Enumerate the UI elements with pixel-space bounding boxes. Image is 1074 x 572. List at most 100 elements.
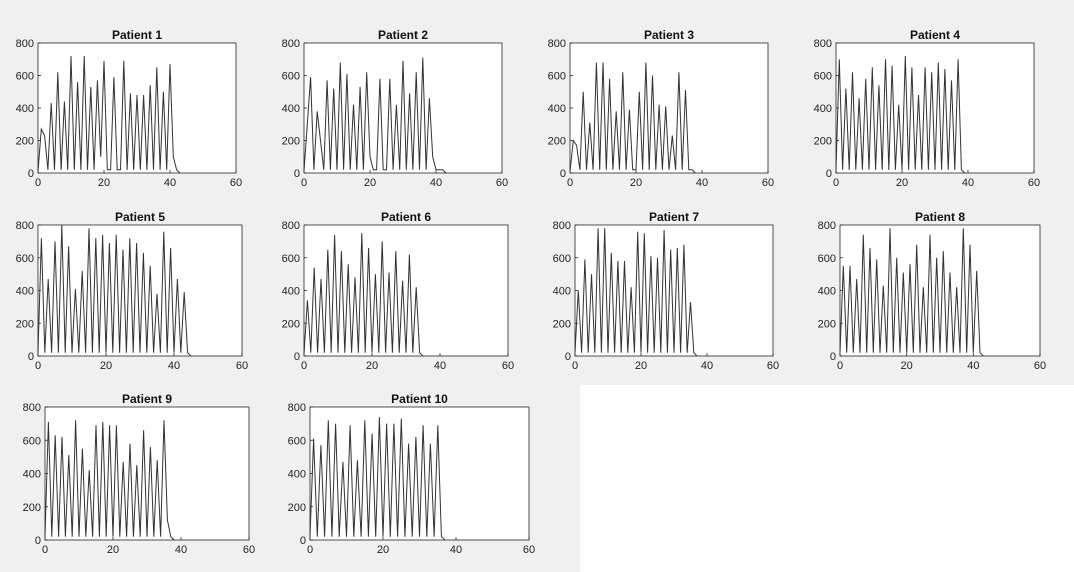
plot-area (835, 42, 1035, 174)
subplot-title: Patient 1 (112, 28, 162, 42)
series-line (309, 416, 446, 541)
x-tick-label: 20 (635, 360, 647, 372)
y-tick-label: 0 (826, 168, 832, 180)
y-tick-label: 400 (814, 103, 832, 115)
y-tick-label: 600 (818, 253, 836, 265)
y-tick-label: 600 (282, 71, 300, 83)
y-tick-label: 200 (288, 502, 306, 514)
x-tick-label: 60 (496, 177, 508, 189)
x-tick-label: 60 (762, 177, 774, 189)
x-tick-label: 60 (1028, 177, 1040, 189)
y-tick-label: 400 (16, 286, 34, 298)
plot-area (309, 406, 530, 541)
y-tick-label: 200 (16, 318, 34, 330)
y-tick-label: 600 (814, 71, 832, 83)
x-tick-label: 60 (236, 360, 248, 372)
y-tick-label: 800 (282, 38, 300, 50)
y-tick-label: 200 (16, 136, 34, 148)
y-tick-label: 400 (282, 103, 300, 115)
x-tick-label: 40 (168, 360, 180, 372)
subplot-title: Patient 3 (644, 28, 694, 42)
x-tick-label: 0 (307, 544, 313, 556)
plot-area (569, 42, 769, 174)
y-tick-label: 0 (28, 351, 34, 363)
x-tick-label: 40 (696, 177, 708, 189)
x-tick-label: 0 (837, 360, 843, 372)
x-tick-label: 40 (962, 177, 974, 189)
y-tick-label: 600 (16, 253, 34, 265)
y-tick-label: 0 (28, 168, 34, 180)
x-tick-label: 60 (243, 544, 255, 556)
x-tick-label: 20 (896, 177, 908, 189)
x-tick-label: 40 (430, 177, 442, 189)
y-tick-label: 200 (553, 318, 571, 330)
x-tick-label: 60 (230, 177, 242, 189)
y-tick-label: 0 (35, 535, 41, 547)
y-tick-label: 800 (16, 220, 34, 232)
y-tick-label: 400 (16, 103, 34, 115)
y-tick-label: 800 (282, 220, 300, 232)
series-line (44, 420, 175, 541)
y-tick-label: 400 (818, 286, 836, 298)
subplot-title: Patient 5 (115, 210, 165, 224)
series-line (37, 224, 192, 357)
subplot-title: Patient 8 (915, 210, 965, 224)
y-tick-label: 600 (16, 71, 34, 83)
x-tick-label: 60 (502, 360, 514, 372)
y-tick-label: 0 (294, 168, 300, 180)
x-tick-label: 0 (567, 177, 573, 189)
x-tick-label: 20 (901, 360, 913, 372)
x-tick-label: 40 (450, 544, 462, 556)
x-tick-label: 40 (164, 177, 176, 189)
y-tick-label: 200 (282, 318, 300, 330)
x-tick-label: 0 (35, 177, 41, 189)
x-tick-label: 40 (434, 360, 446, 372)
x-tick-label: 0 (833, 177, 839, 189)
y-tick-label: 200 (814, 136, 832, 148)
y-tick-label: 800 (818, 220, 836, 232)
series-line (37, 55, 181, 174)
subplot-title: Patient 10 (391, 392, 448, 406)
y-tick-label: 800 (814, 38, 832, 50)
plot-area (37, 224, 243, 357)
x-tick-label: 0 (301, 360, 307, 372)
y-tick-label: 200 (818, 318, 836, 330)
y-tick-label: 400 (553, 286, 571, 298)
subplot-title: Patient 9 (122, 392, 172, 406)
x-tick-label: 20 (100, 360, 112, 372)
x-tick-label: 40 (701, 360, 713, 372)
y-tick-label: 800 (288, 402, 306, 414)
y-tick-label: 400 (282, 286, 300, 298)
subplot-title: Patient 6 (381, 210, 431, 224)
series-line (569, 62, 696, 174)
x-tick-label: 0 (35, 360, 41, 372)
y-tick-label: 600 (553, 253, 571, 265)
x-tick-label: 60 (1034, 360, 1046, 372)
y-tick-label: 200 (282, 136, 300, 148)
plot-area (839, 224, 1041, 357)
y-tick-label: 400 (548, 103, 566, 115)
x-tick-label: 60 (767, 360, 779, 372)
x-tick-label: 20 (364, 177, 376, 189)
x-tick-label: 60 (523, 544, 535, 556)
series-line (303, 57, 447, 174)
x-tick-label: 0 (42, 544, 48, 556)
y-tick-label: 0 (560, 168, 566, 180)
y-tick-label: 800 (16, 38, 34, 50)
series-line (835, 55, 966, 174)
y-tick-label: 0 (294, 351, 300, 363)
plot-area (44, 406, 250, 541)
series-line (839, 228, 984, 357)
x-tick-label: 20 (377, 544, 389, 556)
